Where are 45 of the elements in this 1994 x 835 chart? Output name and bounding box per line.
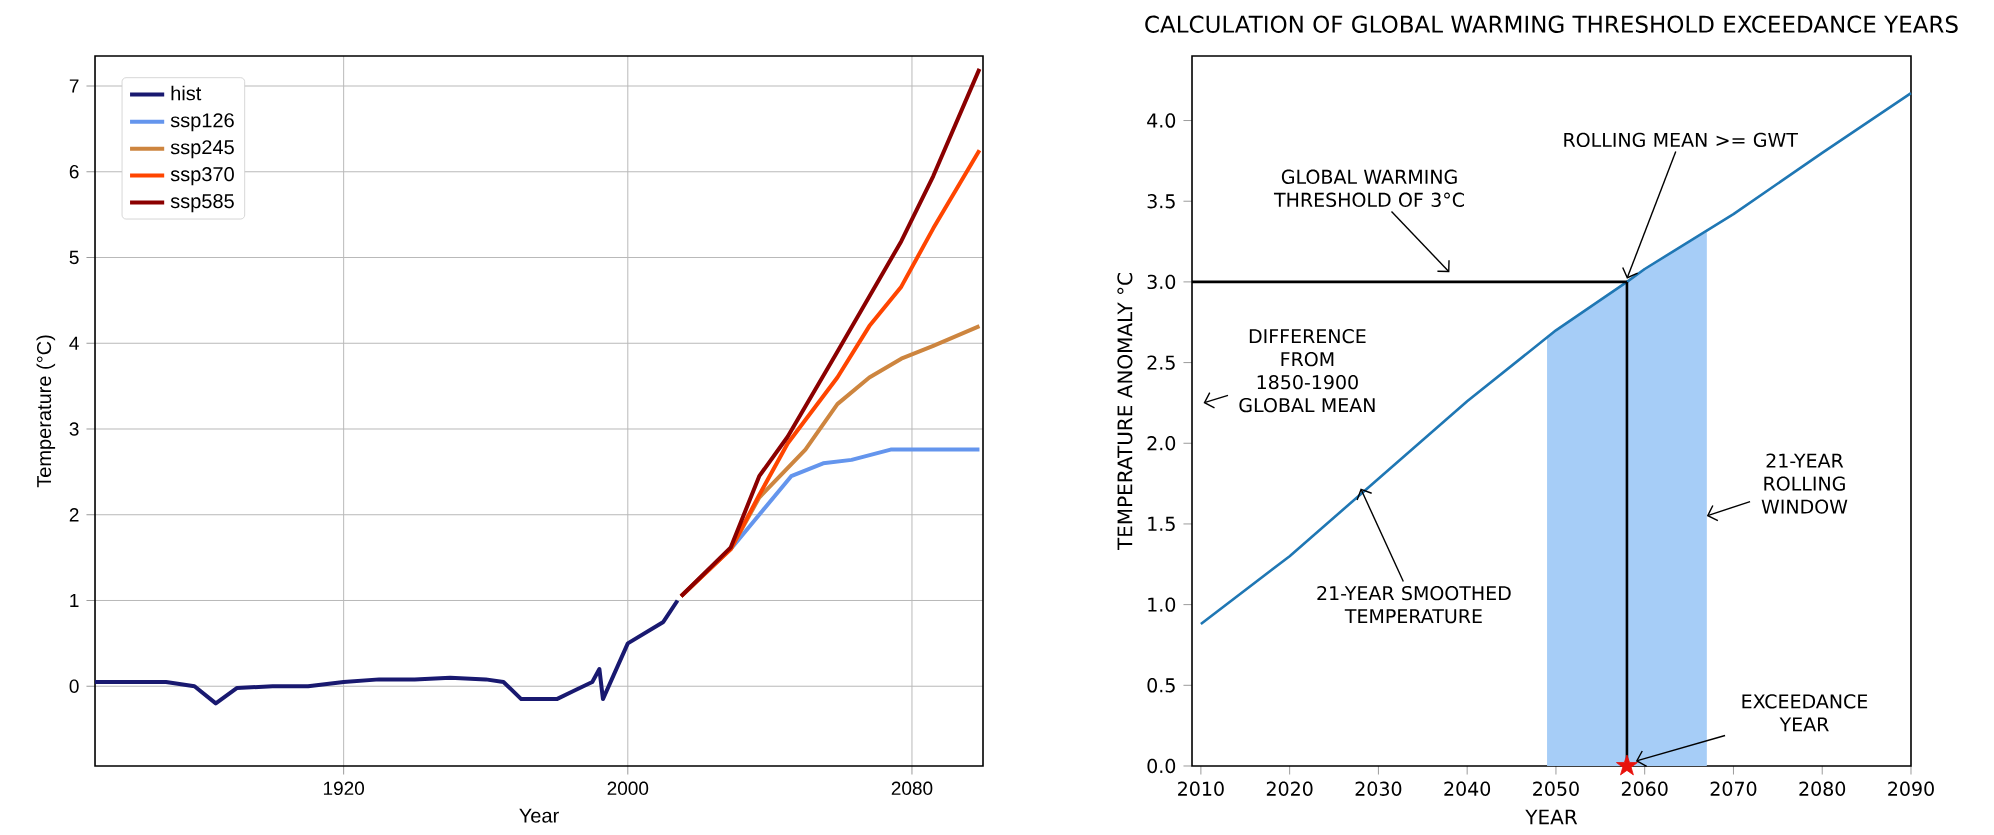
- x-tick-label: 2090: [1888, 781, 1934, 796]
- y-tick-label: 1.0: [1148, 597, 1176, 612]
- x-tick-label: 2040: [1444, 781, 1491, 796]
- x-tick-label: 2020: [1266, 781, 1313, 796]
- legend-label: ssp245: [170, 140, 234, 159]
- y-tick-label: 4.0: [1147, 113, 1176, 128]
- x-tick-label: 2060: [1621, 781, 1668, 796]
- y-tick-label: 5: [69, 250, 79, 265]
- y-tick-label: 2.5: [1147, 355, 1175, 370]
- x-tick-label: 2070: [1710, 781, 1757, 796]
- x-tick-label: 2030: [1355, 781, 1402, 796]
- x-axis-title: YEAR: [1525, 809, 1578, 825]
- legend-label: ssp585: [170, 194, 234, 213]
- y-tick-label: 0: [69, 679, 79, 693]
- x-tick-label: 2010: [1178, 781, 1224, 796]
- x-tick-label: 2000: [607, 781, 649, 796]
- y-tick-label: 3: [69, 422, 79, 436]
- y-tick-label: 3.0: [1147, 274, 1176, 290]
- y-tick-label: 6: [69, 165, 79, 179]
- annotation: EXCEEDANCE YEAR: [1742, 694, 1868, 732]
- y-tick-label: 0.5: [1147, 678, 1175, 693]
- y-tick-label: 3.5: [1147, 194, 1175, 209]
- x-tick-label: 2080: [1799, 781, 1846, 796]
- chart-title: CALCULATION OF GLOBAL WARMING THRESHOLD EXCEEDANCE YEARS: [1145, 15, 1958, 33]
- y-tick-label: 4: [69, 336, 79, 350]
- y-tick-label: 1.5: [1148, 516, 1175, 532]
- y-tick-label: 0.0: [1147, 758, 1176, 774]
- x-axis-title: Year: [519, 808, 559, 823]
- y-tick-label: 1: [70, 593, 79, 608]
- annotation: DIFFERENCE FROM 1850-1900 GLOBAL MEAN: [1239, 328, 1375, 413]
- y-axis-title: Temperature (°C): [36, 335, 56, 488]
- legend-label: ssp370: [170, 167, 234, 186]
- annotation: ROLLING MEAN >= GWT: [1564, 132, 1798, 148]
- x-tick-label: 1920: [323, 781, 365, 796]
- x-tick-label: 2080: [891, 781, 933, 796]
- x-tick-label: 2050: [1533, 781, 1579, 796]
- annotation: GLOBAL WARMING THRESHOLD OF 3°C: [1273, 169, 1464, 208]
- y-tick-label: 2.0: [1147, 436, 1176, 451]
- legend-label: ssp126: [170, 113, 234, 132]
- y-axis-title: TEMPERATURE ANOMALY °C: [1117, 273, 1133, 551]
- annotation: 21-YEAR ROLLING WINDOW: [1761, 453, 1848, 514]
- y-tick-label: 7: [69, 79, 79, 93]
- y-tick-label: 2: [69, 508, 79, 522]
- legend-label: hist: [171, 85, 202, 101]
- annotation: 21-YEAR SMOOTHED TEMPERATURE: [1317, 585, 1511, 624]
